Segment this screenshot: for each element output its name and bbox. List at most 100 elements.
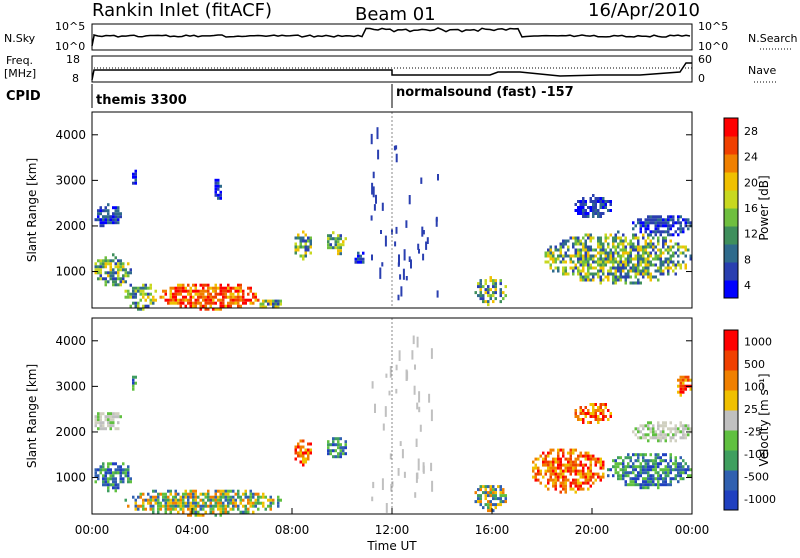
velocity-ylabel: Slant Range [km] xyxy=(25,364,39,468)
date-title: 16/Apr/2010 xyxy=(588,0,700,21)
velocity-colorbar-swatch xyxy=(724,490,738,511)
power-colorbar-swatch xyxy=(724,136,738,155)
time-tick-label: 00:00 xyxy=(75,523,110,537)
velocity-colorbar-tick: -25 xyxy=(744,425,762,438)
power-colorbar-swatch xyxy=(724,190,738,209)
power-y-tick-label: 4000 xyxy=(55,128,86,142)
power-colorbar-swatch xyxy=(724,154,738,173)
velocity-colorbar-tick: -500 xyxy=(744,470,769,483)
velocity-colorbar-tick: -1000 xyxy=(744,493,776,506)
velocity-x-ticks: 00:00 04:00 08:00 12:00 16:00 20:00 00:00 xyxy=(75,508,709,537)
power-colorbar-swatch xyxy=(724,280,738,299)
power-colorbar-tick: 8 xyxy=(744,253,751,266)
power-colorbar: 28 24 20 16 12 8 4 Power [dB] xyxy=(723,117,771,299)
velocity-colorbar-swatch xyxy=(724,450,738,471)
station-title: Rankin Inlet (fitACF) xyxy=(92,0,272,21)
power-colorbar-swatch xyxy=(724,172,738,191)
power-echo-region xyxy=(574,194,612,218)
power-echo-region xyxy=(159,283,260,311)
velocity-colorbar-swatch xyxy=(724,430,738,451)
cpid-mode-themis: themis 3300 xyxy=(96,93,187,108)
power-ylabel: Slant Range [km] xyxy=(25,158,39,262)
power-colorbar-tick: 16 xyxy=(744,202,758,215)
velocity-echo-region xyxy=(94,412,122,431)
velocity-colorbar-tick: 500 xyxy=(744,358,765,371)
velocity-colorbar-tick: -100 xyxy=(744,448,769,461)
cpid-row: CPID themis 3300 normalsound (fast) -157 xyxy=(6,84,574,108)
nsearch-label: N.Search xyxy=(748,32,798,45)
velocity-colorbar: 1000 500 100 25 -25 -100 -500 -1000 Velocity [m… xyxy=(723,329,776,511)
power-echo-region xyxy=(294,230,312,261)
power-y-tick-label: 1000 xyxy=(55,265,86,279)
time-tick-label: 08:00 xyxy=(275,523,310,537)
nsky-label: N.Sky xyxy=(4,32,36,45)
power-colorbar-swatch xyxy=(724,226,738,245)
power-colorbar-tick: 28 xyxy=(744,125,758,138)
velocity-colorbar-swatch xyxy=(724,470,738,491)
nsky-tick-bottom: 10^0 xyxy=(55,40,85,53)
velocity-echo-region xyxy=(132,375,137,391)
nsky-tick-top: 10^5 xyxy=(55,20,85,33)
velocity-echo-region xyxy=(294,439,312,467)
cpid-label: CPID xyxy=(6,89,41,104)
velocity-data xyxy=(94,318,692,517)
velocity-y-tick-label: 4000 xyxy=(55,334,86,348)
nsearch-tick-top: 10^5 xyxy=(698,20,728,33)
velocity-colorbar-swatch xyxy=(724,350,738,371)
velocity-echo-region xyxy=(532,448,605,494)
velocity-echo-region xyxy=(574,403,612,424)
power-echo-region xyxy=(94,253,132,287)
velocity-colorbar-tick: 100 xyxy=(744,380,765,393)
velocity-colorbar-swatch xyxy=(724,370,738,391)
velocity-echo-region xyxy=(474,485,507,513)
power-colorbar-tick: 12 xyxy=(744,228,758,241)
freq-trace xyxy=(91,62,692,81)
freq-panel: Freq. [MHz] 18 8 60 0 Nave xyxy=(4,53,776,85)
freq-unit-label: [MHz] xyxy=(4,67,36,80)
power-colorbar-swatch xyxy=(724,208,738,227)
velocity-echo-region xyxy=(94,462,132,493)
power-y-ticks: 4000 3000 2000 1000 xyxy=(55,128,692,279)
cpid-mode-normalsound: normalsound (fast) -157 xyxy=(396,85,574,100)
nsky-trace xyxy=(91,27,691,47)
power-echo-region xyxy=(327,231,347,256)
nave-label: Nave xyxy=(748,64,776,77)
velocity-colorbar-swatch xyxy=(724,330,738,351)
power-echo-region xyxy=(214,178,222,200)
power-colorbar-swatch xyxy=(724,244,738,263)
velocity-colorbar-tick: 25 xyxy=(744,403,758,416)
power-data xyxy=(94,112,692,311)
beam-title: Beam 01 xyxy=(355,4,436,25)
power-y-tick-label: 3000 xyxy=(55,173,86,187)
time-tick-label: 20:00 xyxy=(575,523,610,537)
power-panel: 4000 3000 2000 1000 Slant Range [km] xyxy=(25,111,693,311)
time-tick-label: 16:00 xyxy=(475,523,510,537)
power-y-tick-label: 2000 xyxy=(55,219,86,233)
power-echo-region xyxy=(259,299,282,309)
power-colorbar-tick: 4 xyxy=(744,279,751,292)
velocity-echo-region xyxy=(327,437,347,459)
velocity-y-ticks: 4000 3000 2000 1000 xyxy=(55,334,692,485)
power-colorbar-swatch xyxy=(724,262,738,281)
freq-tick-top: 18 xyxy=(66,53,80,66)
time-tick-label: 04:00 xyxy=(175,523,210,537)
velocity-y-tick-label: 2000 xyxy=(55,425,86,439)
velocity-panel: 4000 3000 2000 1000 00:00 04:00 08:00 12:00 16:… xyxy=(25,317,709,553)
velocity-colorbar-tick: 1000 xyxy=(744,335,772,348)
power-colorbar-swatch xyxy=(724,118,738,137)
time-tick-label: 12:00 xyxy=(375,523,410,537)
time-axis-label: Time UT xyxy=(366,539,417,553)
nave-tick-top: 60 xyxy=(698,53,712,66)
velocity-echo-region xyxy=(607,453,692,490)
power-echo-region xyxy=(124,283,157,311)
velocity-echo-region xyxy=(124,489,282,517)
power-colorbar-tick: 20 xyxy=(744,176,758,189)
freq-tick-bottom: 8 xyxy=(72,72,79,85)
velocity-colorbar-swatch xyxy=(724,390,738,411)
power-echo-region xyxy=(632,215,692,237)
power-echo-region xyxy=(544,230,692,285)
velocity-y-tick-label: 3000 xyxy=(55,379,86,393)
power-colorbar-tick: 24 xyxy=(744,151,758,164)
nave-tick-bottom: 0 xyxy=(698,72,705,85)
nsky-panel: N.Sky 10^5 10^0 10^5 10^0 N.Search xyxy=(4,20,798,53)
